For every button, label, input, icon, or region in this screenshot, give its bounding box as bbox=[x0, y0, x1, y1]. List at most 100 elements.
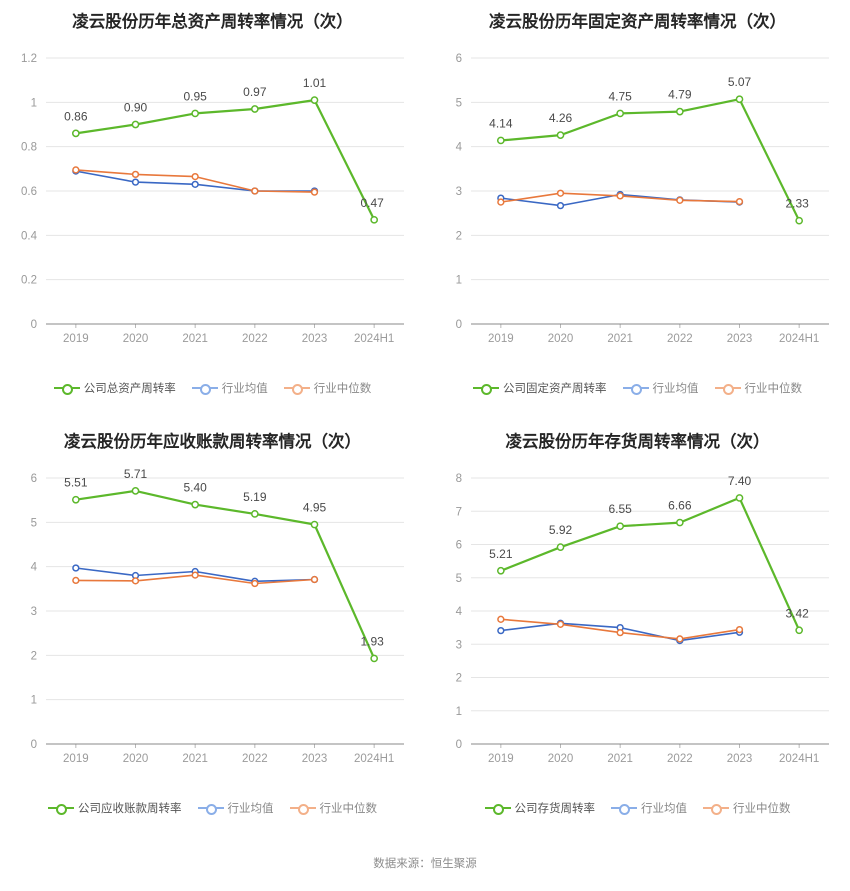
legend-line-marker-icon bbox=[484, 802, 511, 815]
svg-text:6.55: 6.55 bbox=[608, 502, 632, 516]
svg-text:0: 0 bbox=[31, 739, 37, 751]
chart-title: 凌云股份历年应收账款周转率情况（次） bbox=[64, 433, 361, 451]
svg-text:3: 3 bbox=[31, 606, 37, 618]
legend-item-company[interactable]: 公司存货周转率 bbox=[484, 800, 596, 816]
svg-text:6: 6 bbox=[456, 53, 462, 65]
legend-item-company[interactable]: 公司固定资产周转率 bbox=[473, 380, 607, 396]
svg-text:1: 1 bbox=[31, 695, 37, 707]
legend-item-industry-mean[interactable]: 行业均值 bbox=[191, 380, 268, 396]
svg-text:2019: 2019 bbox=[63, 333, 89, 345]
legend-line-marker-icon bbox=[611, 802, 637, 815]
svg-text:0: 0 bbox=[456, 739, 462, 751]
legend-item-industry-median[interactable]: 行业中位数 bbox=[283, 380, 372, 396]
chart-plot-area: 0 1 2 3 4 5 6 2019 2020 2021 2022 2023 2024H1 4.14 4.2… bbox=[425, 30, 850, 345]
svg-text:1.93: 1.93 bbox=[360, 634, 384, 648]
chart-plot-area: 0 1 2 3 4 5 6 2019 2020 2021 2022 2023 2024H1 5.51 5.7… bbox=[0, 450, 425, 765]
legend-item-industry-median[interactable]: 行业中位数 bbox=[289, 800, 378, 816]
svg-text:5: 5 bbox=[31, 517, 37, 529]
svg-text:2019: 2019 bbox=[488, 333, 514, 345]
chart-panel-receivables-turnover: 凌云股份历年应收账款周转率情况（次） 0 1 2 3 4 5 6 2019 2020 2021 20… bbox=[0, 420, 425, 840]
legend-label: 行业中位数 bbox=[319, 803, 378, 815]
svg-text:3: 3 bbox=[456, 639, 462, 651]
svg-text:4: 4 bbox=[31, 562, 38, 574]
chart-title: 凌云股份历年总资产周转率情况（次） bbox=[72, 13, 353, 31]
legend-item-industry-mean[interactable]: 行业均值 bbox=[611, 800, 687, 816]
svg-text:2020: 2020 bbox=[548, 753, 574, 765]
svg-text:0.86: 0.86 bbox=[64, 109, 88, 123]
legend-label: 行业中位数 bbox=[744, 383, 803, 395]
legend-line-marker-icon bbox=[473, 382, 499, 395]
chart-legend: 公司存货周转率 行业均值 行业中位数 bbox=[425, 800, 850, 816]
svg-text:1.2: 1.2 bbox=[21, 53, 37, 65]
svg-text:7: 7 bbox=[456, 506, 462, 518]
svg-text:2022: 2022 bbox=[242, 333, 268, 345]
legend-line-marker-icon bbox=[289, 802, 316, 815]
legend-item-company[interactable]: 公司应收账款周转率 bbox=[48, 800, 182, 816]
legend-label: 行业中位数 bbox=[733, 803, 791, 815]
legend-item-industry-median[interactable]: 行业中位数 bbox=[714, 380, 803, 396]
svg-text:2021: 2021 bbox=[182, 753, 208, 765]
legend-item-company[interactable]: 公司总资产周转率 bbox=[53, 380, 176, 396]
legend-line-marker-icon bbox=[714, 382, 741, 395]
svg-text:4: 4 bbox=[456, 142, 463, 154]
svg-text:3.42: 3.42 bbox=[785, 606, 809, 620]
chart-plot-area: 0 1 2 3 4 5 6 7 8 2019 2020 2021 2022 2023 2024H1 5.21 5… bbox=[425, 450, 850, 765]
svg-text:4.79: 4.79 bbox=[668, 88, 692, 102]
svg-text:0.47: 0.47 bbox=[360, 196, 384, 210]
svg-text:2021: 2021 bbox=[607, 333, 633, 345]
svg-text:2: 2 bbox=[31, 650, 37, 662]
svg-text:3: 3 bbox=[456, 186, 462, 198]
svg-text:2024H1: 2024H1 bbox=[354, 333, 394, 345]
svg-text:2: 2 bbox=[456, 673, 462, 685]
chart-legend: 公司总资产周转率 行业均值 行业中位数 bbox=[0, 380, 425, 396]
legend-label: 行业均值 bbox=[227, 803, 274, 815]
legend-label: 行业均值 bbox=[221, 383, 268, 395]
chart-panel-inventory-turnover: 凌云股份历年存货周转率情况（次） 0 1 2 3 4 5 6 7 8 2019 2020 2021 20… bbox=[425, 420, 850, 840]
svg-text:4.95: 4.95 bbox=[303, 501, 327, 515]
svg-text:0: 0 bbox=[31, 319, 37, 331]
svg-text:2024H1: 2024H1 bbox=[779, 333, 819, 345]
svg-text:2020: 2020 bbox=[123, 753, 149, 765]
legend-line-marker-icon bbox=[197, 802, 224, 815]
svg-text:2022: 2022 bbox=[667, 753, 693, 765]
svg-text:5: 5 bbox=[456, 573, 462, 585]
chart-title: 凌云股份历年存货周转率情况（次） bbox=[505, 433, 770, 451]
svg-text:2023: 2023 bbox=[727, 333, 753, 345]
svg-text:2022: 2022 bbox=[242, 753, 268, 765]
legend-label: 行业均值 bbox=[641, 803, 687, 815]
legend-label: 行业中位数 bbox=[313, 383, 372, 395]
svg-text:6.66: 6.66 bbox=[668, 499, 692, 513]
svg-text:8: 8 bbox=[456, 473, 462, 485]
chart-legend: 公司固定资产周转率 行业均值 行业中位数 bbox=[425, 380, 850, 396]
legend-line-marker-icon bbox=[191, 382, 218, 395]
svg-text:2024H1: 2024H1 bbox=[354, 753, 394, 765]
legend-item-industry-mean[interactable]: 行业均值 bbox=[197, 800, 274, 816]
legend-line-marker-icon bbox=[622, 382, 649, 395]
svg-text:1: 1 bbox=[456, 275, 462, 287]
svg-text:5.51: 5.51 bbox=[64, 476, 88, 490]
svg-text:5.71: 5.71 bbox=[124, 467, 148, 481]
legend-label: 公司存货周转率 bbox=[514, 803, 596, 815]
svg-text:0.4: 0.4 bbox=[21, 230, 38, 242]
svg-text:0.8: 0.8 bbox=[21, 142, 37, 154]
legend-item-industry-median[interactable]: 行业中位数 bbox=[703, 800, 791, 816]
svg-text:5.19: 5.19 bbox=[243, 490, 267, 504]
legend-label: 公司应收账款周转率 bbox=[78, 803, 182, 815]
legend-label: 公司总资产周转率 bbox=[83, 383, 176, 395]
legend-line-marker-icon bbox=[283, 382, 310, 395]
svg-text:2023: 2023 bbox=[302, 753, 328, 765]
svg-text:1: 1 bbox=[456, 706, 462, 718]
chart-grid: 凌云股份历年总资产周转率情况（次） 0 0.2 0.4 0.6 0.8 1 1.2 2019 2… bbox=[0, 0, 850, 840]
svg-text:2.33: 2.33 bbox=[785, 197, 809, 211]
svg-text:0: 0 bbox=[456, 319, 462, 331]
svg-text:0.95: 0.95 bbox=[183, 89, 207, 103]
svg-text:4: 4 bbox=[456, 606, 463, 618]
legend-item-industry-mean[interactable]: 行业均值 bbox=[622, 380, 699, 396]
svg-text:1: 1 bbox=[31, 97, 37, 109]
svg-text:2022: 2022 bbox=[667, 333, 693, 345]
chart-panel-total-asset-turnover: 凌云股份历年总资产周转率情况（次） 0 0.2 0.4 0.6 0.8 1 1.2 2019 2… bbox=[0, 0, 425, 420]
legend-line-marker-icon bbox=[48, 802, 74, 815]
svg-text:0.6: 0.6 bbox=[21, 186, 37, 198]
svg-text:0.97: 0.97 bbox=[243, 85, 267, 99]
